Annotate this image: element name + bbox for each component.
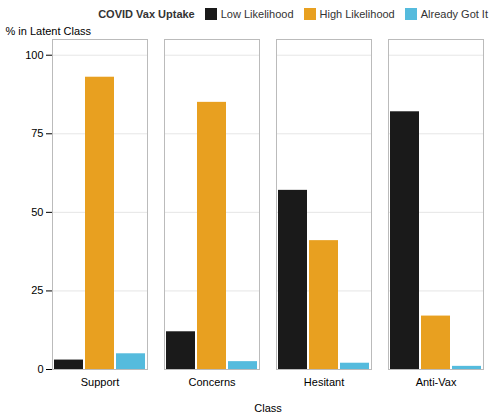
svg-text:50: 50 [31, 206, 43, 218]
svg-text:25: 25 [31, 284, 43, 296]
svg-text:Hesitant: Hesitant [304, 376, 344, 388]
html-text:COVID Vax Uptake: COVID Vax Uptake [98, 8, 195, 20]
svg-text:Concerns: Concerns [188, 376, 236, 388]
svg-text:75: 75 [31, 127, 43, 139]
svg-text:% in Latent Class: % in Latent Class [6, 25, 92, 37]
svg-text:Support: Support [81, 376, 120, 388]
svg-text:Class: Class [254, 402, 282, 414]
svg-text:0: 0 [37, 363, 43, 375]
svg-text:Anti-Vax: Anti-Vax [416, 376, 457, 388]
html-text:Already Got It: Already Got It [420, 8, 488, 20]
html-text:Low Likelihood: Low Likelihood [220, 8, 294, 20]
html-text:High Likelihood: High Likelihood [319, 8, 395, 20]
svg-text:100: 100 [25, 49, 43, 61]
